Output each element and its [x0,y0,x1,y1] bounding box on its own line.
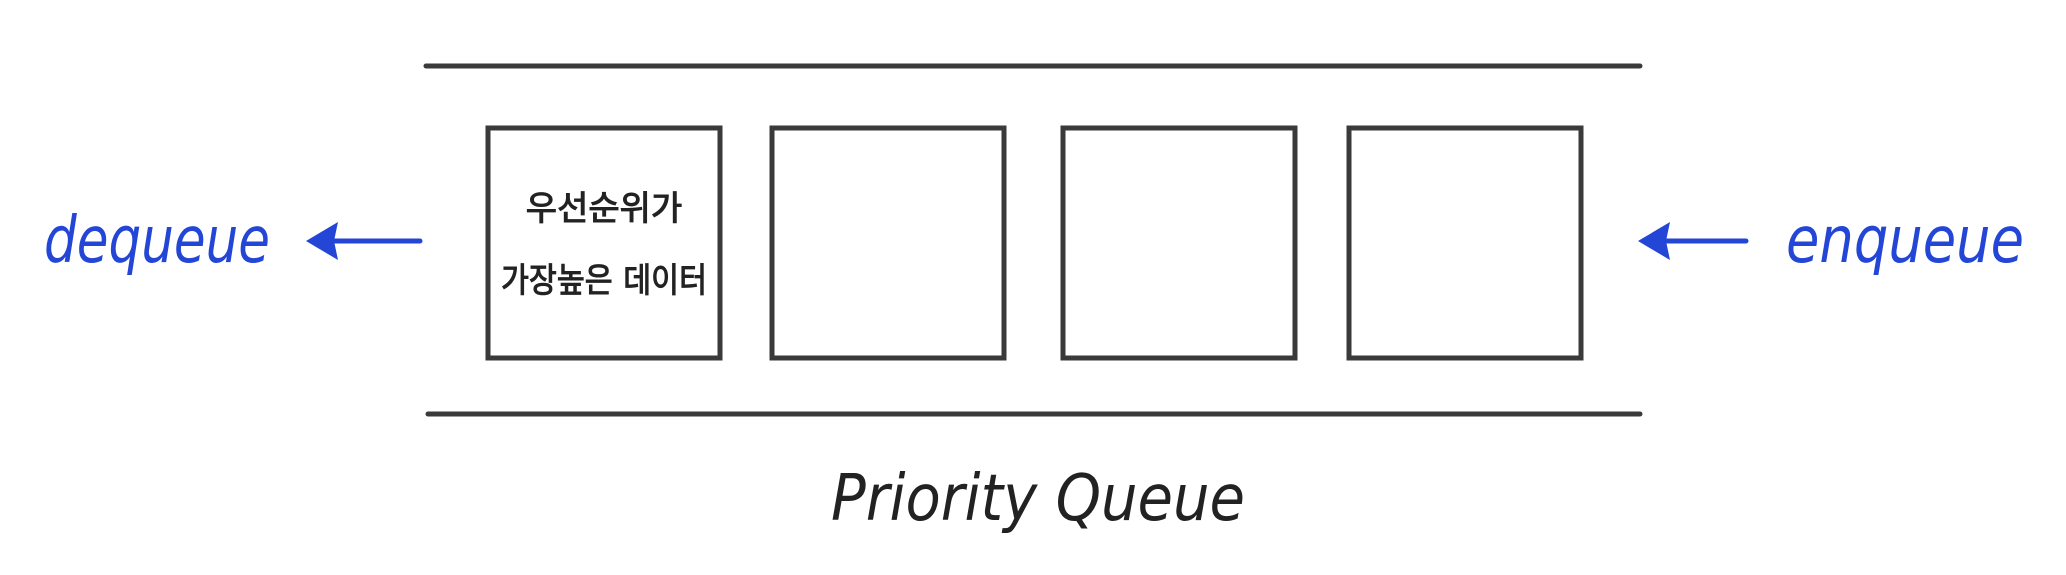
slot-text-line2: 가장높은 데이터 [501,261,707,301]
queue-slot [1060,125,1298,361]
queue-slot-box [485,125,723,361]
slot-text-line1: 우선순위가 [526,189,682,229]
queue-slot-box [1346,125,1584,361]
queue-slot [769,125,1007,361]
dequeue-arrow-icon [306,222,423,260]
enqueue-arrow-icon [1638,222,1749,260]
queue-slot [1346,125,1584,361]
enqueue-label: enqueue [1786,204,2024,278]
queue-slot-box [769,125,1007,361]
queue-slot-box [1060,125,1298,361]
dequeue-label: dequeue [44,204,270,278]
queue-slot: 우선순위가 가장높은 데이터 [485,125,723,361]
diagram-caption: Priority Queue [831,462,1245,536]
